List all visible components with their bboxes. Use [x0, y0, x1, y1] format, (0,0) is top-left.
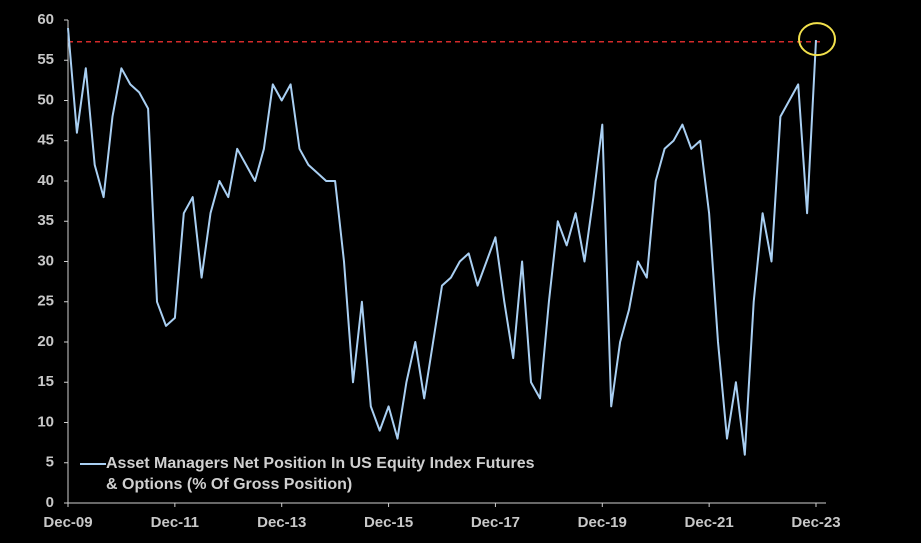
- x-tick-label: Dec-09: [43, 514, 92, 531]
- legend-label: Asset Managers Net Position In US Equity…: [106, 455, 535, 493]
- y-tick-label: 60: [37, 11, 54, 28]
- legend-swatch: [80, 463, 106, 465]
- legend: Asset Managers Net Position In US Equity…: [80, 453, 536, 495]
- y-tick-label: 25: [37, 293, 54, 310]
- x-tick-label: Dec-23: [791, 514, 840, 531]
- y-tick-label: 10: [37, 413, 54, 430]
- x-tick-label: Dec-21: [685, 514, 734, 531]
- y-tick-label: 5: [46, 454, 54, 471]
- data-line: [67, 28, 817, 456]
- y-tick-label: 20: [37, 333, 54, 350]
- y-tick-label: 40: [37, 172, 54, 189]
- y-tick-label: 50: [37, 91, 54, 108]
- x-tick-label: Dec-17: [471, 514, 520, 531]
- x-tick-label: Dec-15: [364, 514, 413, 531]
- y-tick-label: 30: [37, 252, 54, 269]
- y-tick-label: 35: [37, 212, 54, 229]
- x-tick-label: Dec-19: [578, 514, 627, 531]
- x-tick-label: Dec-11: [151, 514, 199, 531]
- y-tick-label: 55: [37, 51, 54, 68]
- highlight-circle: [798, 22, 836, 57]
- y-tick-label: 15: [37, 373, 54, 390]
- x-tick-label: Dec-13: [257, 514, 306, 531]
- y-tick-label: 0: [46, 494, 54, 511]
- y-tick-label: 45: [37, 132, 54, 149]
